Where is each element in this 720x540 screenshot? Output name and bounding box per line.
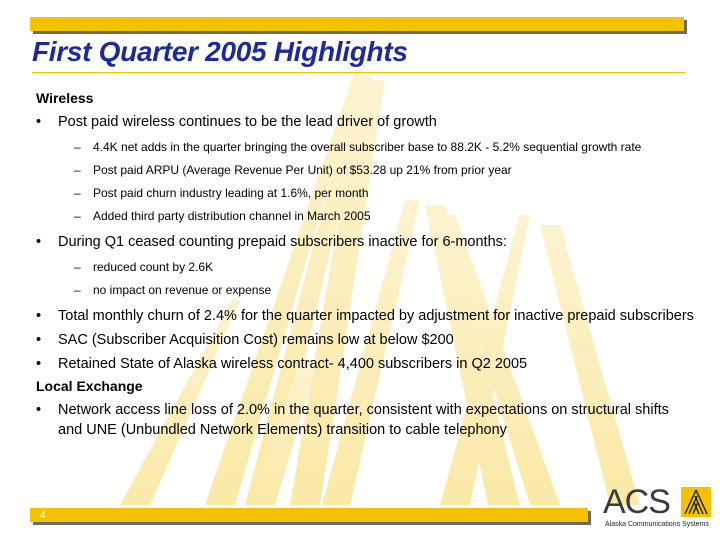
bullet-glyph: • — [36, 356, 42, 372]
slide-content: Wireless • Post paid wireless continues … — [36, 88, 696, 440]
bullet-text: Retained State of Alaska wireless contra… — [58, 356, 528, 372]
bullet-item: • SAC (Subscriber Acquisition Cost) rema… — [36, 330, 696, 350]
bullet-text: Total monthly churn of 2.4% for the quar… — [58, 308, 694, 324]
bullet-text: Post paid wireless continues to be the l… — [58, 114, 437, 130]
sub-bullet-text: Post paid ARPU (Average Revenue Per Unit… — [93, 163, 512, 177]
sub-bullet-item: – no impact on revenue or expense — [36, 282, 696, 298]
bullet-item: • Total monthly churn of 2.4% for the qu… — [36, 306, 696, 326]
bullet-item: • During Q1 ceased counting prepaid subs… — [36, 232, 696, 252]
bullet-item: • Post paid wireless continues to be the… — [36, 112, 696, 132]
acs-triangle-icon — [681, 487, 711, 517]
dash-glyph: – — [74, 140, 81, 154]
sub-bullet-text: Added third party distribution channel i… — [93, 209, 371, 223]
sub-bullet-item: – reduced count by 2.6K — [36, 259, 696, 275]
bottom-accent-bar — [30, 508, 588, 522]
bullet-item: • Network access line loss of 2.0% in th… — [36, 400, 696, 440]
sub-bullet-text: reduced count by 2.6K — [93, 260, 214, 274]
sub-bullet-item: – Post paid ARPU (Average Revenue Per Un… — [36, 162, 696, 178]
sub-bullet-text: 4.4K net adds in the quarter bringing th… — [93, 140, 642, 154]
section-heading-local-exchange: Local Exchange — [36, 378, 143, 394]
dash-glyph: – — [74, 186, 81, 200]
bullet-glyph: • — [36, 332, 42, 348]
logo-tagline: Alaska Communications Systems — [605, 521, 709, 528]
sub-bullet-item: – Added third party distribution channel… — [36, 208, 696, 224]
bullet-item: • Retained State of Alaska wireless cont… — [36, 354, 696, 374]
title-underline — [32, 72, 686, 73]
dash-glyph: – — [74, 209, 81, 223]
sub-bullet-item: – 4.4K net adds in the quarter bringing … — [36, 139, 696, 155]
dash-glyph: – — [74, 260, 81, 274]
dash-glyph: – — [74, 163, 81, 177]
bullet-text: SAC (Subscriber Acquisition Cost) remain… — [58, 332, 454, 348]
sub-bullet-item: – Post paid churn industry leading at 1.… — [36, 185, 696, 201]
sub-bullet-text: no impact on revenue or expense — [93, 283, 272, 297]
bullet-glyph: • — [36, 234, 42, 250]
bullet-glyph: • — [36, 114, 42, 130]
page-number: 4 — [40, 510, 46, 521]
bullet-text: Network access line loss of 2.0% in the … — [58, 402, 669, 438]
bullet-text: During Q1 ceased counting prepaid subscr… — [58, 234, 507, 250]
sub-bullet-text: Post paid churn industry leading at 1.6%… — [93, 186, 369, 200]
top-accent-bar — [30, 17, 684, 31]
section-heading-wireless: Wireless — [36, 90, 94, 106]
dash-glyph: – — [74, 283, 81, 297]
bullet-glyph: • — [36, 308, 42, 324]
logo-wordmark: ACS — [603, 483, 671, 521]
acs-logo: ACS Alaska Communications Systems — [603, 485, 715, 533]
slide-title: First Quarter 2005 Highlights — [32, 36, 408, 67]
bullet-glyph: • — [36, 402, 42, 418]
